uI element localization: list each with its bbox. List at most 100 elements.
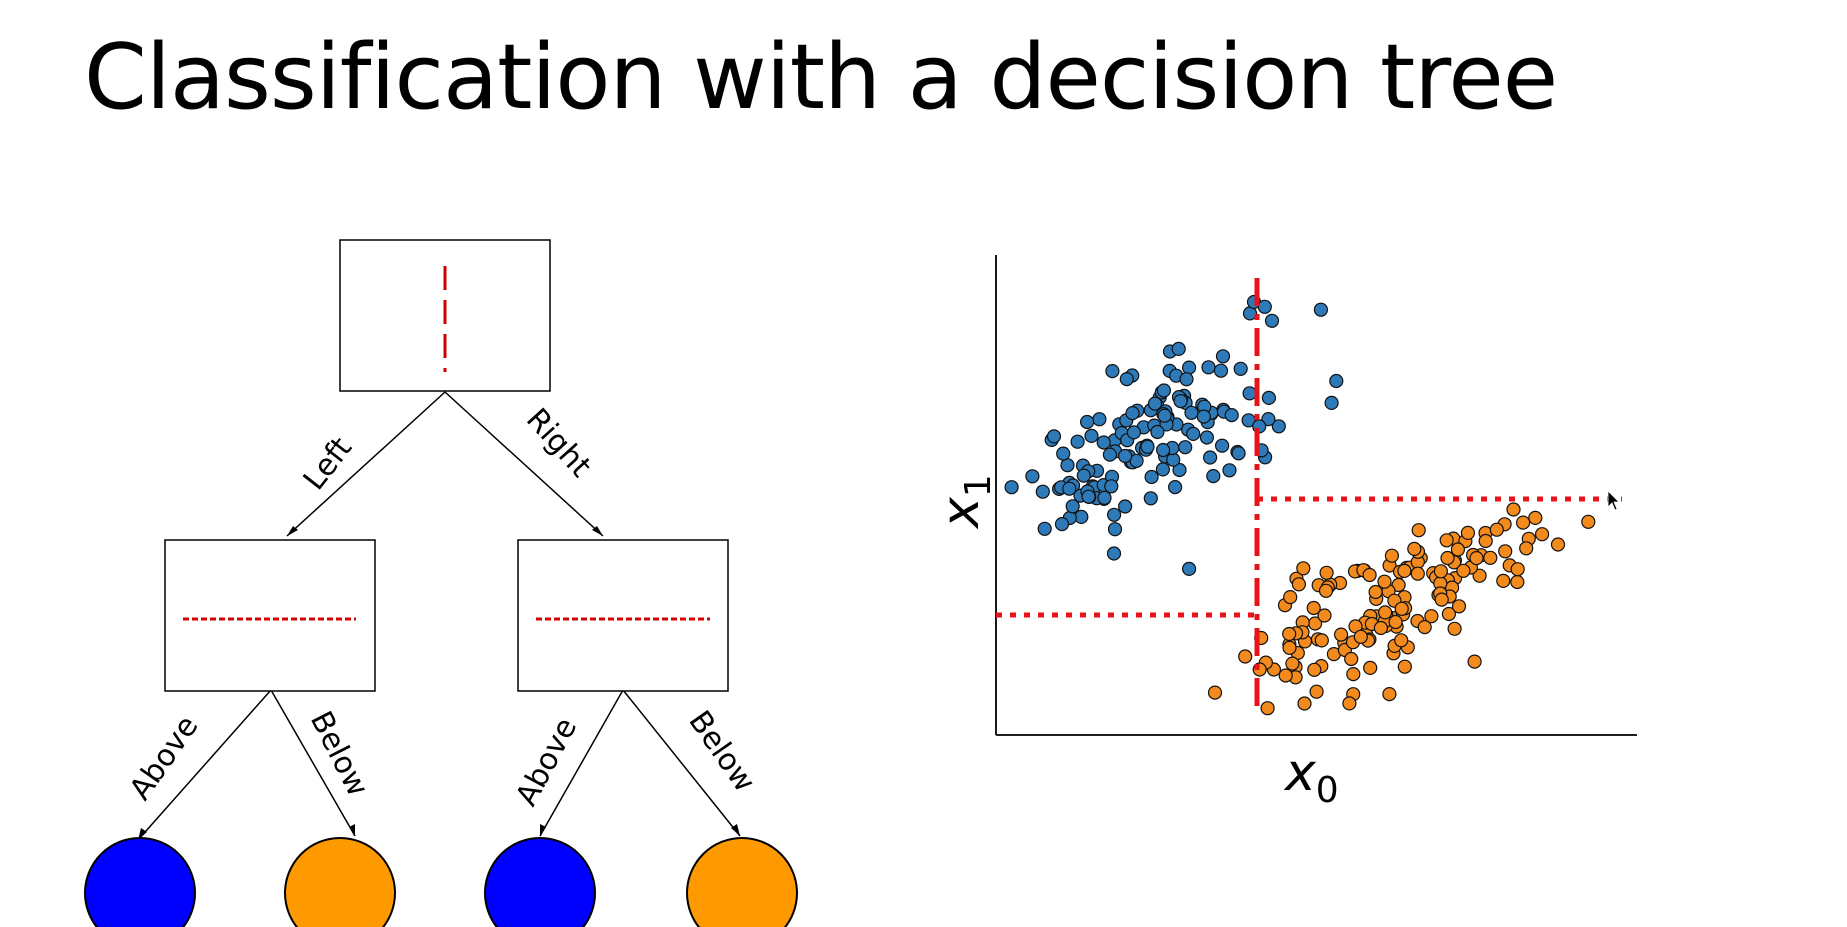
mouse-cursor-icon — [1607, 490, 1620, 511]
scatter-point — [1296, 561, 1311, 576]
scatter-point — [1434, 592, 1449, 607]
scatter-point — [1282, 640, 1297, 655]
scatter-point — [1106, 546, 1122, 561]
scatter-point — [1460, 525, 1476, 541]
leaf-class-orange — [284, 837, 396, 927]
scatter-point — [1489, 522, 1504, 537]
scatter-point — [1092, 412, 1107, 427]
scatter-point — [1155, 462, 1171, 477]
x-axis-label-base: x — [1283, 743, 1317, 803]
scatter-point — [1119, 372, 1134, 387]
edge-left-above — [137, 689, 272, 841]
scatter-point — [1261, 412, 1276, 427]
scatter-point — [1309, 684, 1324, 699]
arrowhead — [287, 526, 298, 536]
x-axis-label: x0 — [1283, 743, 1339, 811]
scatter-point — [1528, 510, 1543, 526]
scatter-point — [1202, 450, 1218, 465]
class-b-points — [1207, 502, 1596, 716]
scatter-point — [1440, 550, 1455, 566]
decision-tree-diagram: Left Right Above Below Above Below — [84, 239, 798, 927]
scatter-point — [1483, 550, 1498, 565]
scatter-point — [1231, 446, 1246, 461]
scatter-point — [1102, 447, 1118, 462]
scatter-point — [1178, 440, 1193, 455]
scatter-point — [1097, 490, 1112, 505]
scatter-point — [1469, 550, 1484, 566]
scatter-point — [1179, 372, 1194, 387]
scatter-point — [1283, 589, 1298, 605]
tree-edges — [137, 391, 741, 841]
scatter-point — [1346, 666, 1361, 682]
scatter-point — [1342, 696, 1357, 711]
scatter-point — [1105, 364, 1120, 379]
scatter-point — [1467, 654, 1482, 669]
scatter-point — [1156, 383, 1172, 398]
scatter-point — [1478, 533, 1493, 549]
scatter-point — [1498, 544, 1513, 559]
edge-right-above — [539, 689, 624, 837]
scatter-point — [1417, 619, 1432, 635]
scatter-point — [1550, 537, 1566, 552]
scatter-point — [1181, 360, 1197, 375]
scatter-point — [1318, 583, 1334, 598]
scatter-point — [1373, 620, 1389, 636]
scatter-point — [1056, 446, 1071, 461]
scatter-point — [1285, 656, 1300, 671]
scatter-point — [1144, 469, 1159, 485]
scatter-point — [1076, 468, 1091, 483]
scatter-point — [1472, 568, 1487, 583]
scatter-point — [1172, 462, 1187, 478]
scatter-point — [1353, 629, 1368, 644]
scatter-point — [1278, 668, 1293, 683]
scatter-point — [1181, 561, 1197, 577]
arrowhead — [540, 824, 546, 836]
scatter-point — [1317, 608, 1332, 623]
scatter-point — [1394, 633, 1409, 648]
scatter-point — [1079, 414, 1095, 430]
leaf-class-blue — [484, 837, 596, 927]
left-node — [164, 539, 376, 692]
scatter-point — [1150, 424, 1165, 440]
scatter-point — [1155, 442, 1171, 458]
tree-arrowheads — [138, 526, 740, 840]
scatter-point — [1313, 302, 1329, 317]
scatter-point — [1510, 562, 1525, 577]
y-axis-label-subscript: 1 — [958, 474, 999, 497]
scatter-point — [1271, 419, 1286, 434]
scatter-point — [1297, 696, 1312, 711]
scatter-point — [1388, 614, 1403, 630]
leaf-class-orange — [686, 837, 798, 927]
edge-right-below — [622, 689, 741, 837]
scatter-point — [1382, 686, 1397, 702]
scatter-point — [1035, 484, 1050, 499]
scatter-point — [1096, 435, 1111, 450]
scatter-point — [1184, 405, 1199, 420]
scatter-point — [1397, 563, 1412, 579]
scatter-point — [1397, 659, 1412, 674]
scatter-point — [1329, 373, 1344, 389]
scatter-point — [1062, 481, 1077, 496]
scatter-point — [1206, 469, 1221, 484]
scatter-point — [1186, 426, 1201, 441]
scatter-point — [1407, 541, 1422, 557]
edge-left-below — [270, 689, 356, 837]
scatter-point — [1222, 463, 1237, 478]
arrowhead — [592, 526, 603, 536]
scatter-point — [1054, 516, 1070, 532]
scatter-point — [1368, 584, 1383, 600]
scatter-point — [1451, 599, 1467, 614]
scatter-point — [1171, 341, 1186, 356]
scatter-point — [1224, 408, 1239, 423]
scatter-point — [1199, 430, 1215, 445]
scatter-point — [1344, 651, 1359, 667]
scatter-point — [1319, 565, 1334, 580]
scatter-point — [1117, 499, 1133, 514]
class-a-points — [1004, 294, 1344, 577]
scatter-point — [1213, 363, 1229, 378]
scatter-point — [1410, 566, 1425, 581]
scatter-point — [1534, 527, 1550, 542]
scatter-point — [1065, 499, 1080, 514]
scatter-point — [1496, 573, 1511, 589]
